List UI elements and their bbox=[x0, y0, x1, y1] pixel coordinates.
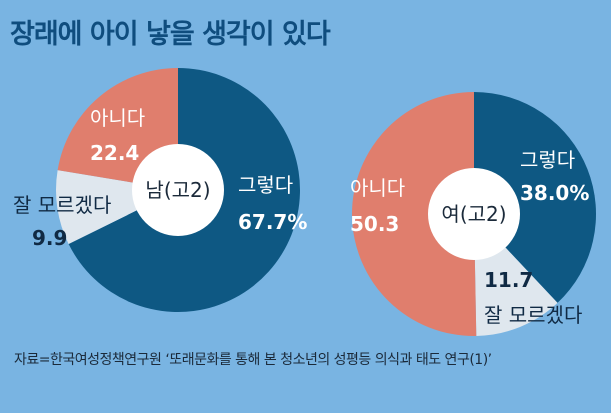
pie-center bbox=[132, 144, 224, 236]
slice-label: 잘 모르겠다 bbox=[13, 193, 111, 217]
slice-label: 그렇다 bbox=[238, 173, 293, 197]
pie-slice bbox=[351, 92, 477, 336]
chart-title: 장래에 아이 낳을 생각이 있다 bbox=[10, 19, 331, 50]
pie-center bbox=[428, 168, 520, 260]
slice-label: 아니다 bbox=[350, 176, 405, 200]
slice-label: 잘 모르겠다 bbox=[484, 303, 582, 327]
slice-value: 22.4 bbox=[90, 141, 139, 165]
pie-slice bbox=[474, 92, 596, 303]
slice-value: 9.9 bbox=[32, 226, 67, 250]
pie-male: 남(고2) 그렇다 67.7% 잘 모르겠다 9.9 아니다 22.4 bbox=[13, 68, 307, 312]
pie-center-label: 여(고2) bbox=[441, 202, 506, 226]
pie-female: 여(고2) 그렇다 38.0% 잘 모르겠다 11.7 아니다 50.3 bbox=[350, 92, 596, 336]
slice-value: 11.7 bbox=[484, 268, 533, 292]
slice-label: 아니다 bbox=[90, 106, 145, 130]
source-note: 자료=한국여성정책연구원 ‘또래문화를 통해 본 청소년의 성평등 의식과 태도… bbox=[14, 352, 492, 368]
pie-center-label: 남(고2) bbox=[145, 178, 210, 202]
slice-value: 50.3 bbox=[350, 212, 399, 236]
slice-value: 38.0% bbox=[520, 181, 589, 205]
slice-label: 그렇다 bbox=[520, 148, 575, 172]
slice-value: 67.7% bbox=[238, 210, 307, 234]
